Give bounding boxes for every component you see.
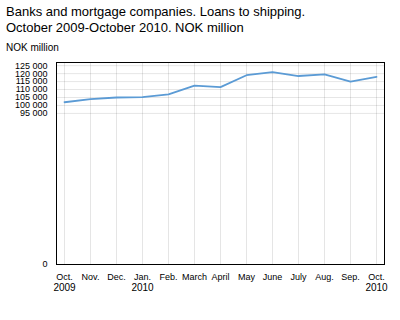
- html-text:October 2009-October 2010. NOK: October 2009-October 2010. NOK million: [6, 20, 244, 35]
- html-text:Banks and mortgage companies.: Banks and mortgage companies. Loans to s…: [6, 4, 306, 19]
- svg-text:120 000: 120 000: [15, 68, 48, 79]
- svg-text:Sep.: Sep.: [341, 272, 360, 282]
- svg-text:July: July: [290, 272, 307, 282]
- svg-text:2010: 2010: [365, 282, 388, 293]
- svg-text:Aug.: Aug.: [315, 272, 334, 282]
- svg-text:March: March: [182, 272, 207, 282]
- svg-text:105 000: 105 000: [15, 92, 48, 103]
- svg-text:115 000: 115 000: [15, 76, 48, 87]
- svg-text:2009: 2009: [53, 282, 76, 293]
- svg-text:May: May: [238, 272, 256, 282]
- svg-text:100 000: 100 000: [15, 100, 48, 111]
- svg-text:Feb.: Feb.: [159, 272, 177, 282]
- svg-text:Jan.: Jan.: [134, 272, 151, 282]
- svg-text:0: 0: [42, 259, 47, 269]
- svg-text:Dec.: Dec.: [107, 272, 126, 282]
- svg-text:June: June: [263, 272, 283, 282]
- svg-text:2010: 2010: [131, 282, 154, 293]
- svg-text:110 000: 110 000: [15, 84, 48, 95]
- svg-text:Oct.: Oct.: [368, 272, 385, 282]
- svg-text:95 000: 95 000: [20, 108, 48, 119]
- html-text:NOK million: NOK million: [6, 42, 59, 53]
- svg-text:Oct.: Oct.: [56, 272, 73, 282]
- svg-text:125 000: 125 000: [15, 61, 48, 71]
- svg-text:April: April: [211, 272, 229, 282]
- svg-text:Nov.: Nov.: [82, 272, 100, 282]
